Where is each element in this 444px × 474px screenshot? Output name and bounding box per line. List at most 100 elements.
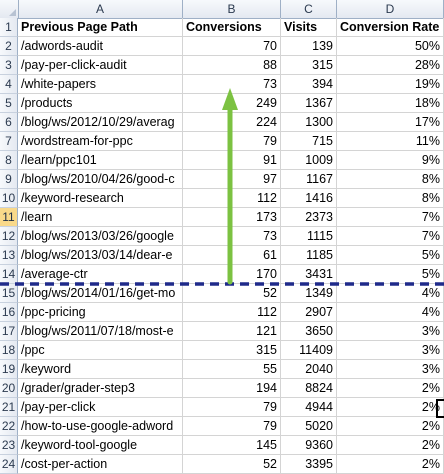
cell-path[interactable]: /blog/ws/2013/03/26/google: [18, 227, 183, 246]
cell-path[interactable]: /learn: [18, 208, 183, 227]
select-all-corner[interactable]: [0, 0, 19, 18]
row-header[interactable]: 22: [0, 417, 18, 436]
cell-path[interactable]: /average-ctr: [18, 265, 183, 284]
cell-conversion-rate[interactable]: 18%: [337, 94, 444, 113]
cell-conversion-rate[interactable]: 50%: [337, 37, 444, 56]
cell-visits[interactable]: 3431: [281, 265, 337, 284]
cell-conversion-rate[interactable]: 5%: [337, 265, 444, 284]
cell-conversions[interactable]: 173: [183, 208, 281, 227]
cell-conversions[interactable]: 73: [183, 75, 281, 94]
row-header[interactable]: 19: [0, 360, 18, 379]
cell-path[interactable]: /wordstream-for-ppc: [18, 132, 183, 151]
cell-conversion-rate[interactable]: 4%: [337, 284, 444, 303]
cell-visits[interactable]: 2373: [281, 208, 337, 227]
cell-path[interactable]: /blog/ws/2012/10/29/averag: [18, 113, 183, 132]
row-header[interactable]: 2: [0, 37, 18, 56]
row-header[interactable]: 11: [0, 208, 18, 227]
row-header[interactable]: 17: [0, 322, 18, 341]
cell-visits[interactable]: 8824: [281, 379, 337, 398]
cell-conversions[interactable]: 55: [183, 360, 281, 379]
cell-path[interactable]: /blog/ws/2011/07/18/most-e: [18, 322, 183, 341]
cell-path[interactable]: /pay-per-click-audit: [18, 56, 183, 75]
cell-path[interactable]: /keyword-research: [18, 189, 183, 208]
cell-visits[interactable]: 394: [281, 75, 337, 94]
row-header[interactable]: 1: [0, 18, 18, 37]
cell-conversions[interactable]: 112: [183, 303, 281, 322]
cell-path[interactable]: /cost-per-action: [18, 455, 183, 474]
cell-conversion-rate[interactable]: 17%: [337, 113, 444, 132]
cell-conversion-rate[interactable]: 2%: [337, 436, 444, 455]
cell-conversion-rate[interactable]: 4%: [337, 303, 444, 322]
header-cell-conversions[interactable]: Conversions: [183, 18, 281, 37]
cell-conversion-rate[interactable]: 2%: [337, 379, 444, 398]
cell-path[interactable]: /learn/ppc101: [18, 151, 183, 170]
cell-conversion-rate[interactable]: 3%: [337, 341, 444, 360]
cell-conversion-rate[interactable]: 3%: [337, 322, 444, 341]
cell-visits[interactable]: 1300: [281, 113, 337, 132]
cell-path[interactable]: /how-to-use-google-adword: [18, 417, 183, 436]
cell-conversion-rate[interactable]: 9%: [337, 151, 444, 170]
cell-conversions[interactable]: 70: [183, 37, 281, 56]
cell-visits[interactable]: 1167: [281, 170, 337, 189]
cell-conversions[interactable]: 52: [183, 284, 281, 303]
active-cell-selection[interactable]: [436, 399, 444, 418]
cell-visits[interactable]: 9360: [281, 436, 337, 455]
cell-visits[interactable]: 3650: [281, 322, 337, 341]
cell-conversion-rate[interactable]: 2%: [337, 417, 444, 436]
cell-conversions[interactable]: 112: [183, 189, 281, 208]
cell-path[interactable]: /blog/ws/2013/03/14/dear-e: [18, 246, 183, 265]
cell-conversion-rate[interactable]: 28%: [337, 56, 444, 75]
cell-conversions[interactable]: 170: [183, 265, 281, 284]
cell-visits[interactable]: 1185: [281, 246, 337, 265]
cell-visits[interactable]: 715: [281, 132, 337, 151]
cell-visits[interactable]: 1349: [281, 284, 337, 303]
cell-conversions[interactable]: 79: [183, 398, 281, 417]
cell-visits[interactable]: 2040: [281, 360, 337, 379]
row-header[interactable]: 12: [0, 227, 18, 246]
cell-conversions[interactable]: 73: [183, 227, 281, 246]
cell-visits[interactable]: 4944: [281, 398, 337, 417]
cell-path[interactable]: /keyword-tool-google: [18, 436, 183, 455]
row-header[interactable]: 8: [0, 151, 18, 170]
cell-path[interactable]: /white-papers: [18, 75, 183, 94]
cell-path[interactable]: /products: [18, 94, 183, 113]
cell-conversion-rate[interactable]: 7%: [337, 208, 444, 227]
cell-path[interactable]: /keyword: [18, 360, 183, 379]
row-header[interactable]: 9: [0, 170, 18, 189]
row-header[interactable]: 4: [0, 75, 18, 94]
cell-conversions[interactable]: 88: [183, 56, 281, 75]
cell-path[interactable]: /pay-per-click: [18, 398, 183, 417]
cell-conversions[interactable]: 97: [183, 170, 281, 189]
cell-visits[interactable]: 3395: [281, 455, 337, 474]
cell-conversion-rate[interactable]: 8%: [337, 170, 444, 189]
cell-conversions[interactable]: 145: [183, 436, 281, 455]
cell-conversion-rate[interactable]: 8%: [337, 189, 444, 208]
cell-visits[interactable]: 1367: [281, 94, 337, 113]
row-header[interactable]: 15: [0, 284, 18, 303]
cell-path[interactable]: /ppc-pricing: [18, 303, 183, 322]
row-header[interactable]: 16: [0, 303, 18, 322]
column-header-b[interactable]: B: [183, 0, 281, 18]
cell-visits[interactable]: 139: [281, 37, 337, 56]
cell-conversions[interactable]: 315: [183, 341, 281, 360]
cell-visits[interactable]: 315: [281, 56, 337, 75]
row-header[interactable]: 23: [0, 436, 18, 455]
cell-visits[interactable]: 5020: [281, 417, 337, 436]
row-header[interactable]: 7: [0, 132, 18, 151]
column-header-c[interactable]: C: [281, 0, 337, 18]
cell-path[interactable]: /ppc: [18, 341, 183, 360]
cell-visits[interactable]: 1416: [281, 189, 337, 208]
cell-conversion-rate[interactable]: 11%: [337, 132, 444, 151]
row-header[interactable]: 24: [0, 455, 18, 474]
cell-conversions[interactable]: 121: [183, 322, 281, 341]
header-cell-visits[interactable]: Visits: [281, 18, 337, 37]
cell-conversion-rate[interactable]: 2%: [337, 398, 444, 417]
cell-conversions[interactable]: 52: [183, 455, 281, 474]
cell-conversions[interactable]: 61: [183, 246, 281, 265]
cell-conversions[interactable]: 224: [183, 113, 281, 132]
row-header[interactable]: 13: [0, 246, 18, 265]
header-cell-conversion-rate[interactable]: Conversion Rate: [337, 18, 444, 37]
cell-conversions[interactable]: 91: [183, 151, 281, 170]
cell-visits[interactable]: 1115: [281, 227, 337, 246]
row-header[interactable]: 21: [0, 398, 18, 417]
